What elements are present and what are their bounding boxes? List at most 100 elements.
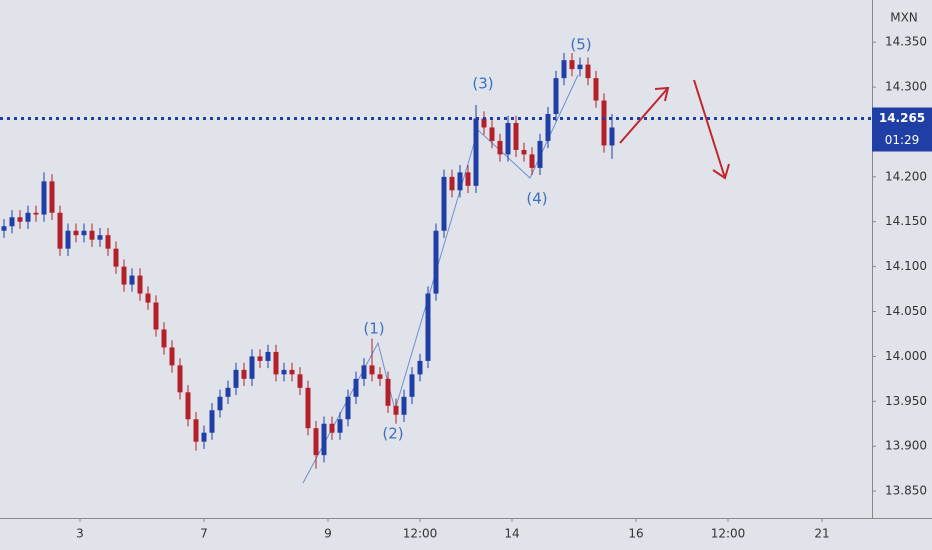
candle-body [169,347,175,366]
candle-body [257,356,263,361]
wave-label: (5) [570,36,591,54]
candle-body [121,266,127,285]
candle-body [217,396,223,411]
candle-body [161,329,167,348]
candle-body [241,369,247,379]
candle-body [57,212,63,249]
candle-body [73,230,79,236]
y-tick-label: 14.050 [885,304,927,318]
current-price-label: 14.265 [879,111,925,125]
y-tick-label: 14.300 [885,80,927,94]
candle-body [89,230,95,240]
candle-body [17,217,23,222]
candle-body [1,226,7,231]
wave-label: (1) [363,320,384,338]
x-tick-label: 12:00 [711,527,746,541]
candle-body [273,351,279,375]
candle-body [225,387,231,397]
candle-body [513,122,519,150]
candle-body [553,78,559,115]
candle-body [481,118,487,128]
y-tick-label: 14.100 [885,259,927,273]
y-tick-label: 14.200 [885,169,927,183]
candle-body [353,378,359,397]
candle-body [9,217,15,227]
candle-body [473,118,479,186]
candle-body [81,230,87,236]
candle-body [417,360,423,375]
candle-body [385,378,391,406]
candle-body [601,100,607,146]
candle-body [441,176,447,231]
candle-body [321,423,327,456]
candle-body [377,374,383,379]
candle-body [465,172,471,186]
candle-body [113,248,119,267]
y-tick-label: 14.350 [885,35,927,49]
candle-body [145,293,151,303]
y-tick-label: 14.000 [885,349,927,363]
currency-label: MXN [890,11,918,25]
candle-body [425,293,431,361]
candle-body [497,140,503,155]
countdown-label: 01:29 [885,133,920,147]
forecast-arrows [619,79,730,180]
candle-body [33,212,39,215]
candle-body [193,419,199,442]
candle-body [25,212,31,222]
arrow-up [619,87,669,144]
candle-body [529,154,535,168]
x-tick-label: 3 [76,527,84,541]
candle-body [129,275,135,285]
x-tick-label: 16 [628,527,643,541]
candle-body [313,428,319,456]
candle-body [505,122,511,155]
candle-body [457,172,463,191]
candle-body [209,410,215,433]
candle-body [545,114,551,141]
wave-label: (4) [526,190,547,208]
candle-body [409,374,415,397]
candle-body [329,423,335,433]
candle-body [265,351,271,361]
arrow-up-head [654,86,670,102]
x-tick-label: 7 [200,527,208,541]
y-tick-label: 13.950 [885,394,927,408]
candle-body [569,60,575,70]
y-tick-label: 13.850 [885,484,927,498]
candle-body [361,365,367,379]
candle-body [137,275,143,294]
candle-body [97,235,103,240]
candle-body [369,365,375,375]
x-tick-label: 21 [814,527,829,541]
candle-body [585,64,591,79]
candle-body [177,365,183,393]
candle-body [281,369,287,375]
candle-body [65,230,71,249]
y-tick-label: 14.150 [885,214,927,228]
wave-label: (2) [382,425,403,443]
arrow-down [693,79,726,179]
candle-body [105,235,111,249]
candle-body [305,387,311,429]
candle-body [561,60,567,79]
candle-body [393,405,399,415]
candle-body [345,396,351,420]
candle-body [185,392,191,420]
y-tick-label: 13.900 [885,439,927,453]
x-tick-label: 12:00 [403,527,438,541]
x-tick-label: 14 [504,527,519,541]
candle-body [337,419,343,433]
candle-body [593,78,599,101]
x-tick-label: 9 [324,527,332,541]
arrow-down-head [712,163,730,180]
candle-body [433,230,439,294]
candle-body [297,374,303,388]
candle-body [449,176,455,191]
candle-body [577,64,583,70]
candle-body [233,369,239,388]
candle-body [289,369,295,375]
candle-body [249,356,255,379]
